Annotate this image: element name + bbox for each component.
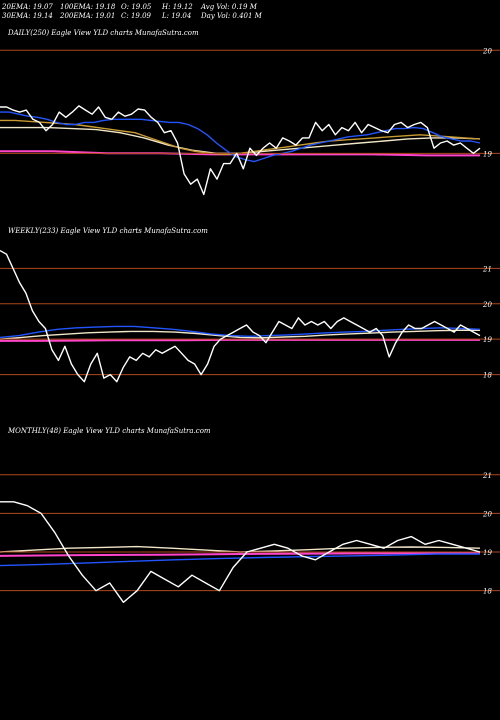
weekly-panel-title: WEEKLY(233) Eagle View YLD charts Munafa… (8, 227, 208, 235)
header-day-vol: Day Vol: 0.401 M (200, 12, 263, 20)
weekly-ytick-label: 21 (482, 265, 492, 273)
monthly-panel-title: MONTHLY(48) Eagle View YLD charts Munafa… (7, 427, 211, 435)
monthly-panel: MONTHLY(48) Eagle View YLD charts Munafa… (0, 427, 500, 603)
header-ema-readout: 20EMA: 19.07 100EMA: 19.18 O: 19.05 H: 1… (1, 3, 263, 20)
header-ema30: 30EMA: 19.14 (2, 12, 53, 20)
monthly-ytick-label: 18 (483, 588, 492, 596)
monthly-ema-line-1 (0, 553, 480, 567)
weekly-panel: WEEKLY(233) Eagle View YLD charts Munafa… (0, 227, 500, 383)
weekly-ema-line-3 (0, 338, 480, 342)
header-avg-vol: Avg Vol: 0.19 M (200, 3, 258, 11)
daily-price-line (0, 105, 481, 196)
weekly-ytick-label: 19 (483, 336, 492, 344)
weekly-ema-line-2 (0, 329, 480, 340)
weekly-ytick-label: 18 (483, 372, 492, 380)
header-high: H: 19.12 (161, 3, 193, 11)
header-ema100: 100EMA: 19.18 (60, 3, 116, 11)
header-open: O: 19.05 (121, 3, 152, 11)
monthly-ema-line-2 (0, 551, 481, 557)
monthly-price-line (0, 501, 481, 603)
weekly-price-line (0, 249, 481, 383)
monthly-ytick-label: 20 (482, 510, 492, 518)
header-low: L: 19.04 (161, 12, 191, 20)
header-ema20: 20EMA: 19.07 (1, 3, 53, 11)
daily-panel-title: DAILY(250) Eagle View YLD charts MunafaS… (7, 29, 199, 37)
daily-ema-line-1 (0, 111, 481, 163)
weekly-ema-line-1 (0, 325, 481, 339)
weekly-ytick-label: 20 (482, 301, 492, 309)
daily-ytick-label: 19 (483, 150, 492, 158)
daily-ytick-label: 20 (482, 47, 492, 55)
monthly-ytick-label: 19 (483, 549, 492, 557)
monthly-ytick-label: 21 (482, 472, 492, 480)
header-close: C: 19.09 (121, 12, 152, 20)
daily-ema-line-4 (0, 150, 480, 157)
daily-panel: DAILY(250) Eagle View YLD charts MunafaS… (0, 29, 500, 196)
header-ema200: 200EMA: 19.01 (59, 12, 115, 20)
